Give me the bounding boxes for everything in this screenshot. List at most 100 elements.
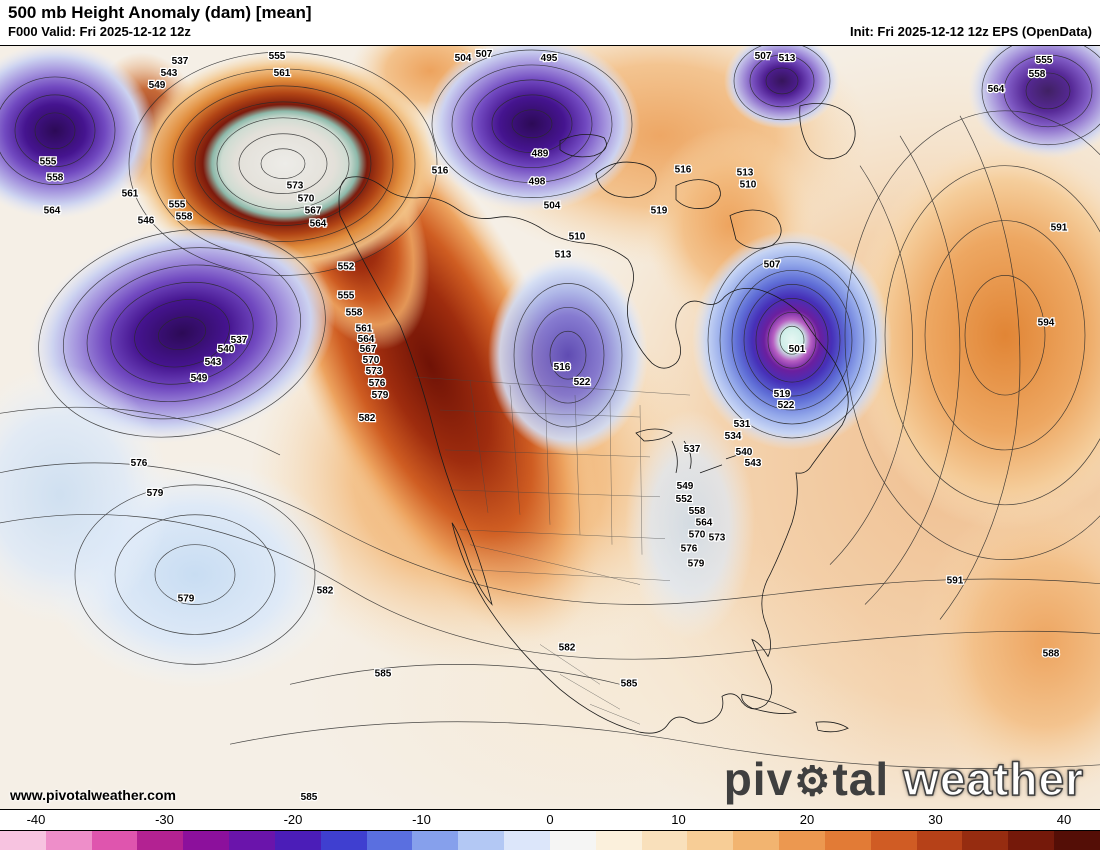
contour-label: 540 <box>736 447 753 458</box>
contour-label: 558 <box>346 307 363 318</box>
contour-label: 549 <box>149 80 166 91</box>
contour-label: 582 <box>359 413 376 424</box>
contour-label: 543 <box>205 357 222 368</box>
contour-label: 555 <box>1036 55 1053 66</box>
contour-label: 516 <box>432 166 449 177</box>
contour-label: 537 <box>684 444 701 455</box>
map-title: 500 mb Height Anomaly (dam) [mean] <box>8 3 312 22</box>
contour-label: 588 <box>1043 648 1060 659</box>
contour-label: 555 <box>338 290 355 301</box>
contour-label: 489 <box>532 149 549 160</box>
contour-label: 537 <box>231 335 248 346</box>
colorbar-tick: 10 <box>671 812 686 827</box>
colorbar-cell <box>687 831 734 850</box>
contour-label: 591 <box>947 576 964 587</box>
colorbar-cell <box>733 831 780 850</box>
contour-label: 507 <box>755 51 772 62</box>
contour-label: 582 <box>317 586 334 597</box>
contour-label: 567 <box>305 206 322 217</box>
contour-label: 540 <box>218 344 235 355</box>
contour-label: 552 <box>338 261 355 272</box>
contour-label: 516 <box>675 165 692 176</box>
colorbar-cell <box>962 831 1009 850</box>
colorbar-cell <box>0 831 46 850</box>
contour-label: 510 <box>569 232 586 243</box>
contour-label: 537 <box>172 56 189 67</box>
colorbar-cell <box>366 831 413 850</box>
contour-label: 564 <box>358 334 375 345</box>
contour-label: 516 <box>554 362 571 373</box>
contour-label: 561 <box>274 68 291 79</box>
contour-label: 555 <box>269 51 286 62</box>
colorbar-cell <box>870 831 917 850</box>
init-time-label: Init: Fri 2025-12-12 12z EPS (OpenData) <box>849 24 1092 39</box>
contour-label: 561 <box>122 189 139 200</box>
colorbar-cell <box>504 831 550 850</box>
contour-label: 558 <box>689 506 706 517</box>
colorbar-tick: -40 <box>26 812 46 827</box>
colorbar-tick-row: -40 -30 -20 -10 0 10 20 30 40 <box>0 810 1100 830</box>
contour-label: 591 <box>1051 223 1068 234</box>
state-borders <box>414 376 691 725</box>
colorbar-cell <box>45 831 92 850</box>
contour-label: 543 <box>745 458 762 469</box>
contour-label: 519 <box>651 206 668 217</box>
anomaly-shading <box>0 46 1100 809</box>
contour-label: 504 <box>544 201 561 212</box>
colorbar-cell <box>458 831 505 850</box>
contour-label: 579 <box>178 594 195 605</box>
contour-label: 549 <box>191 373 208 384</box>
contour-label: 594 <box>1038 317 1055 328</box>
contour-label: 573 <box>366 366 383 377</box>
contour-label: 507 <box>476 49 493 60</box>
brand-logo: piv⚙tal weather <box>723 752 1084 807</box>
colorbar-cell <box>824 831 871 850</box>
logo-text-weather: weather <box>902 752 1084 806</box>
contour-label: 534 <box>725 431 742 442</box>
contour-label: 498 <box>529 177 546 188</box>
contour-label: 585 <box>301 792 318 803</box>
contour-label: 495 <box>541 53 558 64</box>
contour-label: 573 <box>287 181 304 192</box>
contour-label: 552 <box>676 494 693 505</box>
contour-label: 564 <box>696 518 713 529</box>
colorbar-cell <box>916 831 963 850</box>
colorbar-cell <box>229 831 275 850</box>
contour-label: 555 <box>169 200 186 211</box>
colorbar <box>0 830 1100 850</box>
contour-label: 579 <box>688 559 705 570</box>
colorbar-cell <box>1008 831 1055 850</box>
colorbar-cell <box>320 831 367 850</box>
colorbar-tick: 0 <box>546 812 554 827</box>
contour-label: 564 <box>44 206 61 217</box>
contour-label: 576 <box>131 458 148 469</box>
contour-label: 570 <box>363 355 380 366</box>
colorbar-cell <box>183 831 230 850</box>
logo-text-pre: piv <box>723 753 794 805</box>
contour-label: 522 <box>574 377 591 388</box>
contour-label: 558 <box>1029 69 1046 80</box>
colorbar-tick: -30 <box>155 812 174 827</box>
contour-label: 501 <box>789 344 806 355</box>
contour-label: 549 <box>677 481 694 492</box>
contour-label: 576 <box>369 378 386 389</box>
contour-label: 570 <box>689 530 706 541</box>
contour-label: 576 <box>681 544 698 555</box>
colorbar-tick: -20 <box>283 812 303 827</box>
colorbar-cell <box>641 831 688 850</box>
contour-label: 579 <box>147 488 164 499</box>
contour-label: 558 <box>47 173 64 184</box>
contour-label: 573 <box>709 533 726 544</box>
contour-label: 579 <box>372 390 389 401</box>
colorbar-tick: 40 <box>1056 812 1072 827</box>
colorbar-cell <box>274 831 321 850</box>
contour-label: 570 <box>298 194 315 205</box>
contour-label: 513 <box>737 168 754 179</box>
map-canvas: 537 543 549 555 561 504 507 495 507 513 555 558 564 5… <box>0 45 1100 810</box>
colorbar-tick: 20 <box>799 812 815 827</box>
contour-label: 531 <box>734 419 751 430</box>
contour-label: 522 <box>778 400 795 411</box>
